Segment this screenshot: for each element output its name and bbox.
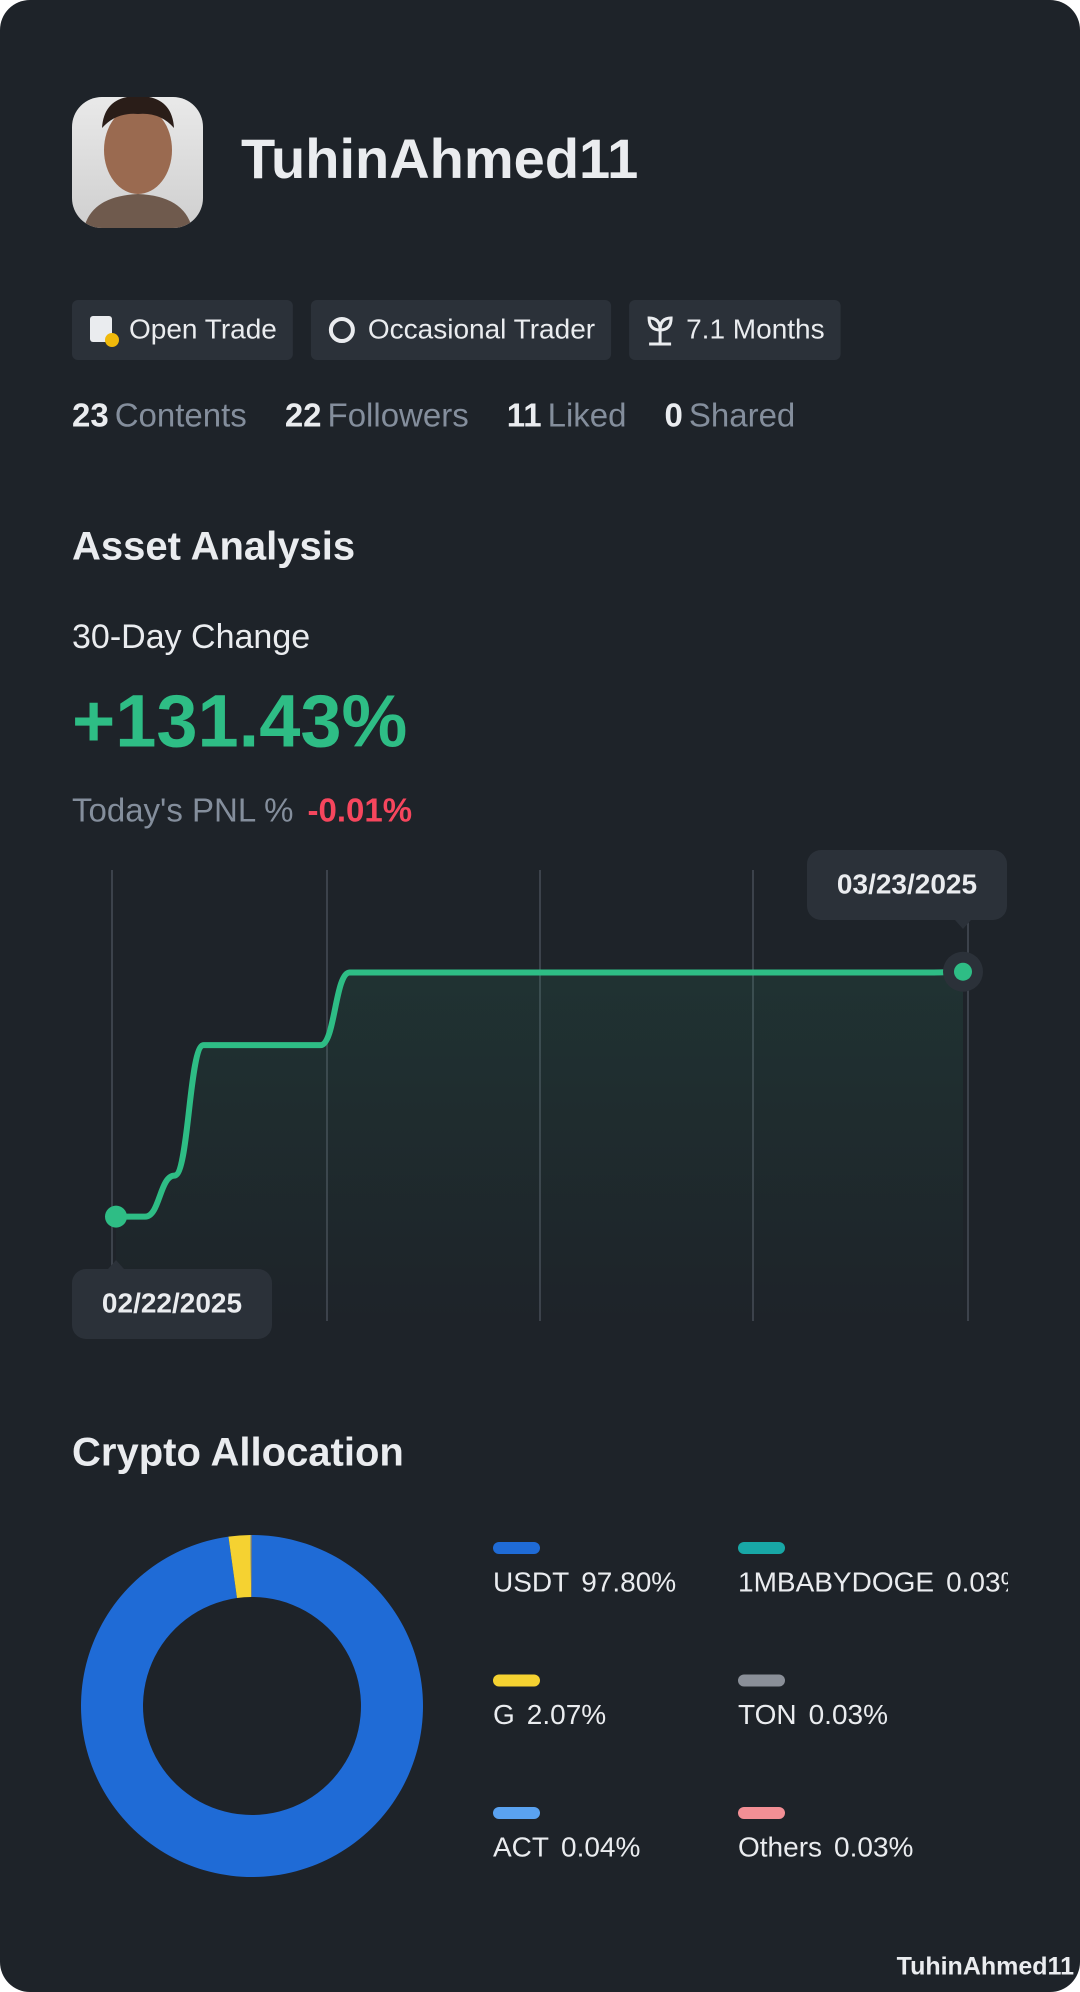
tag-label: 7.1 Months bbox=[686, 313, 825, 344]
tags: Open Trade Occasional Trader 7.1 Months bbox=[72, 300, 841, 360]
donut-segment bbox=[251, 1535, 252, 1598]
stat-label: Followers bbox=[328, 397, 469, 434]
tag-icon bbox=[647, 316, 673, 346]
tag-label: Occasional Trader bbox=[368, 313, 595, 344]
legend-swatch bbox=[738, 1542, 785, 1554]
legend-label: USDT bbox=[493, 1566, 569, 1597]
stat-value: 11 bbox=[507, 397, 542, 434]
legend-label: 1MBABYDOGE bbox=[738, 1566, 934, 1597]
end-point bbox=[954, 962, 972, 981]
date-label: 02/22/2025 bbox=[102, 1287, 242, 1318]
tag-icon bbox=[328, 317, 355, 343]
legend-value: 0.03% bbox=[809, 1699, 888, 1730]
stat-value: 22 bbox=[285, 397, 322, 434]
tag bbox=[629, 300, 841, 360]
avatar-shirt bbox=[84, 194, 192, 228]
section-title: Asset Analysis bbox=[72, 525, 355, 569]
tooltip-pointer bbox=[955, 920, 971, 929]
line bbox=[113, 968, 966, 1220]
date-label: 03/23/2025 bbox=[837, 868, 977, 899]
stat-value: 23 bbox=[72, 397, 109, 434]
donut-segment bbox=[81, 1535, 424, 1877]
avatar-face bbox=[104, 106, 172, 194]
legend: USDT 97.80% G 2.07% ACT 0.04% 1MBABYDOGE 0.03% T… bbox=[493, 1542, 1025, 1862]
donut-segment bbox=[228, 1535, 252, 1599]
stats: 23 Contents 22 Followers 11 Liked 0 Shared bbox=[72, 397, 795, 434]
area bbox=[116, 971, 963, 1321]
stat-label: Shared bbox=[689, 397, 795, 434]
date-tooltip bbox=[807, 850, 1007, 920]
legend-swatch bbox=[738, 1674, 785, 1687]
stat-label: Liked bbox=[548, 397, 627, 434]
avatar-hair bbox=[102, 97, 174, 128]
date-tooltip bbox=[72, 1269, 272, 1339]
start-point bbox=[105, 1205, 127, 1228]
legend-swatch bbox=[493, 1674, 540, 1687]
legend-value: 0.03% bbox=[834, 1831, 913, 1862]
pnl-value: -0.01% bbox=[308, 792, 413, 829]
legend-swatch bbox=[738, 1807, 785, 1819]
tag bbox=[310, 300, 612, 360]
legend-value: 0.03% bbox=[946, 1566, 1025, 1597]
change-label: 30-Day Change bbox=[72, 618, 310, 656]
donut-segment bbox=[250, 1535, 252, 1598]
tag bbox=[72, 300, 293, 360]
tag-label: Open Trade bbox=[129, 313, 277, 344]
legend-label: ACT bbox=[493, 1831, 549, 1862]
legend-label: G bbox=[493, 1699, 515, 1730]
legend-value: 2.07% bbox=[527, 1699, 606, 1730]
username: TuhinAhmed11 bbox=[241, 127, 638, 190]
pnl-label: Today's PNL % bbox=[72, 792, 294, 829]
legend-value: 0.04% bbox=[561, 1831, 640, 1862]
tag-icon-badge bbox=[105, 333, 119, 347]
tag-icon bbox=[90, 316, 112, 342]
legend-swatch bbox=[493, 1542, 540, 1554]
tooltip-pointer bbox=[108, 1260, 124, 1269]
legend-label: TON bbox=[738, 1699, 797, 1730]
avatar[interactable] bbox=[72, 96, 203, 228]
donut-chart bbox=[81, 1535, 424, 1877]
line-chart: 02/22/2025 03/23/2025 bbox=[72, 850, 1007, 1339]
stat-value: 0 bbox=[665, 397, 683, 434]
legend-value: 97.80% bbox=[581, 1566, 676, 1597]
legend-label: Others bbox=[738, 1831, 822, 1862]
watermark: TuhinAhmed11 bbox=[897, 1953, 1074, 1981]
section-title: Crypto Allocation bbox=[72, 1431, 404, 1475]
change-value: +131.43% bbox=[72, 680, 407, 763]
legend-swatch bbox=[493, 1807, 540, 1819]
stat-label: Contents bbox=[115, 397, 247, 434]
